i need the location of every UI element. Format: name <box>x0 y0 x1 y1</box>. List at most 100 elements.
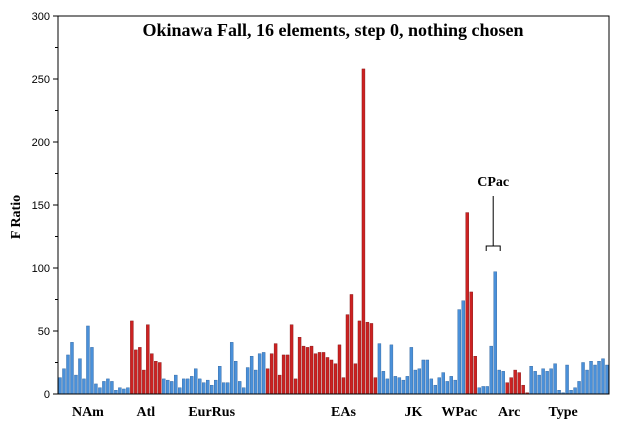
bar <box>289 324 294 395</box>
bar <box>513 369 517 395</box>
bar <box>405 376 410 395</box>
bar <box>381 371 386 395</box>
bar <box>98 387 102 395</box>
bar <box>257 353 262 395</box>
bar <box>449 376 453 395</box>
bar <box>261 352 266 395</box>
bar <box>74 374 78 395</box>
bar <box>353 363 358 395</box>
region-group-label: Type <box>548 405 577 420</box>
bar <box>389 344 394 395</box>
bar <box>285 354 290 395</box>
region-group-label: EurRus <box>188 405 235 420</box>
bar <box>469 291 473 395</box>
bar <box>62 368 66 395</box>
bar <box>277 374 282 395</box>
bar <box>198 378 202 395</box>
bar <box>465 212 469 395</box>
bar <box>369 323 374 395</box>
bar <box>565 364 569 395</box>
bar <box>90 347 94 395</box>
bar <box>186 378 190 395</box>
bar <box>573 387 577 395</box>
bar <box>421 359 426 395</box>
bar <box>361 68 366 395</box>
bar <box>305 347 310 395</box>
bar <box>130 320 134 395</box>
bar <box>545 371 549 395</box>
bar <box>233 361 238 395</box>
bar <box>445 381 449 395</box>
bar <box>509 377 513 395</box>
bar <box>146 324 150 395</box>
bar <box>166 379 170 395</box>
bar <box>497 369 501 395</box>
bar <box>377 343 382 395</box>
bar <box>218 366 222 395</box>
bar <box>517 372 521 395</box>
bar <box>473 356 477 395</box>
annotation-bracket <box>485 196 501 251</box>
bar <box>485 386 489 395</box>
bar <box>537 374 541 395</box>
y-axis-label: F Ratio <box>9 195 24 239</box>
bar <box>329 359 334 395</box>
bar <box>210 384 214 395</box>
bar <box>214 379 218 395</box>
bar <box>345 314 350 395</box>
bar <box>417 368 422 395</box>
y-tick-label: 250 <box>32 74 50 86</box>
y-tick-label: 50 <box>38 326 50 338</box>
region-group-label: JK <box>404 405 422 420</box>
bar <box>122 388 126 395</box>
bar <box>521 384 525 395</box>
bar <box>385 378 390 395</box>
region-group-label: WPac <box>441 405 477 420</box>
bar <box>174 374 178 395</box>
bar <box>241 387 246 395</box>
bar <box>142 369 146 395</box>
bar <box>281 354 286 395</box>
bar <box>593 364 597 395</box>
bar <box>453 379 457 395</box>
bar <box>297 337 302 395</box>
bar <box>269 353 274 395</box>
y-tick-label: 300 <box>32 11 50 23</box>
bar <box>245 367 250 395</box>
bar <box>170 381 174 395</box>
bar <box>206 379 210 395</box>
region-group-label: EAs <box>331 405 356 420</box>
bar <box>437 377 441 395</box>
bar <box>265 368 270 395</box>
bar <box>505 382 509 395</box>
bar <box>78 358 82 395</box>
bar <box>577 381 581 395</box>
bar <box>154 361 158 395</box>
bar <box>553 363 557 395</box>
bar <box>425 359 430 395</box>
annotation-label: CPac <box>477 175 509 190</box>
bar <box>589 361 593 395</box>
bar <box>373 377 378 395</box>
region-group-label: Atl <box>136 405 155 420</box>
bar <box>178 387 182 395</box>
bar <box>489 345 493 395</box>
bar <box>597 361 601 395</box>
bar <box>365 321 370 395</box>
bar <box>581 362 585 395</box>
bar <box>333 363 338 395</box>
bar <box>162 378 166 395</box>
bar <box>118 387 122 395</box>
bar <box>397 377 402 395</box>
axes-layer: 0 50 100 150 200 250 300 <box>32 11 610 401</box>
bar <box>94 383 98 395</box>
bar <box>321 352 326 395</box>
bar <box>138 347 142 395</box>
bar <box>393 376 398 395</box>
bar <box>301 345 306 395</box>
bar <box>569 390 573 395</box>
bar <box>541 368 545 395</box>
bar <box>237 381 242 395</box>
bar <box>433 384 438 395</box>
